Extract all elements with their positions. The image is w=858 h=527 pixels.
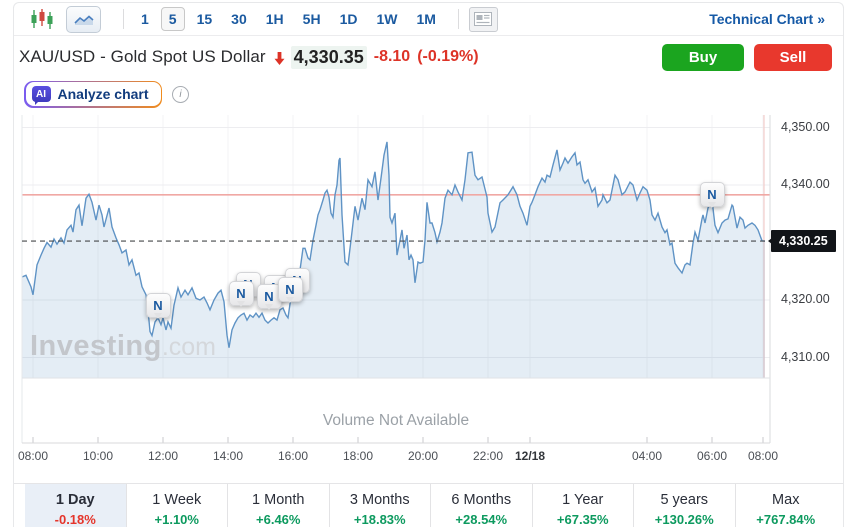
buy-button[interactable]: Buy: [662, 43, 744, 71]
price-down-arrow-icon: [274, 51, 285, 65]
timeframe-1mo[interactable]: 1M: [416, 11, 436, 27]
news-marker[interactable]: N: [699, 181, 725, 208]
tab-label: 3 Months: [349, 492, 410, 508]
tab-change-pct: +6.46%: [256, 512, 301, 527]
ai-badge-icon: AI: [31, 86, 51, 105]
timeframe-1h[interactable]: 1H: [265, 11, 284, 27]
info-icon[interactable]: i: [172, 85, 190, 103]
tab-change-pct: +67.35%: [556, 512, 609, 527]
timeframe-1w[interactable]: 1W: [376, 11, 398, 27]
tab-label: 1 Week: [152, 492, 202, 508]
tab-3-months[interactable]: 3 Months +18.83%: [328, 484, 431, 527]
news-marker[interactable]: N: [277, 276, 303, 303]
line-chart-icon[interactable]: [66, 5, 101, 33]
tab-change-pct: +767.84%: [756, 512, 816, 527]
tab-change-pct: +18.83%: [353, 512, 406, 527]
tabs-top-border: [14, 483, 843, 484]
analyze-chart-label: Analyze chart: [57, 86, 149, 102]
tab-change-pct: +1.10%: [154, 512, 199, 527]
last-price: 4,330.35: [290, 45, 367, 69]
tab-change-pct: +28.54%: [455, 512, 508, 527]
tab-change-pct: -0.18%: [54, 512, 96, 527]
news-marker[interactable]: N: [228, 280, 254, 307]
analyze-chart-button[interactable]: AI Analyze chart: [24, 80, 163, 108]
timeframe-30m[interactable]: 30: [231, 11, 247, 27]
price-change: -8.10: [373, 48, 411, 65]
news-marker-letter: N: [707, 186, 717, 202]
toolbar-divider: [123, 9, 124, 29]
news-marker-letter: N: [264, 288, 274, 304]
tab-label: 6 Months: [451, 492, 512, 508]
timeframe-1m[interactable]: 1: [141, 11, 149, 27]
chevron-right-icon: »: [817, 11, 825, 27]
timeframe-15m[interactable]: 15: [196, 11, 213, 27]
tab-label: 5 years: [660, 492, 709, 508]
timeframe-1d[interactable]: 1D: [339, 11, 358, 27]
news-marker-letter: N: [153, 297, 163, 313]
news-marker-letter: N: [285, 281, 295, 297]
tab-5-years[interactable]: 5 years +130.26%: [633, 484, 735, 527]
tab-label: 1 Month: [252, 492, 305, 508]
tab-1-month[interactable]: 1 Month +6.46%: [227, 484, 329, 527]
tab-max[interactable]: Max +767.84%: [734, 484, 837, 527]
toolbar-divider: [457, 9, 459, 29]
analyze-row: AI Analyze chart i: [14, 79, 843, 109]
sell-button[interactable]: Sell: [754, 43, 832, 71]
instrument-header: XAU/USD - Gold Spot US Dollar 4,330.35 -…: [14, 37, 843, 77]
tab-1-year[interactable]: 1 Year +67.35%: [531, 484, 634, 527]
tab-1-week[interactable]: 1 Week +1.10%: [125, 484, 228, 527]
timeframe-5h[interactable]: 5H: [302, 11, 321, 27]
timeframe-5m-selected[interactable]: 5: [160, 7, 185, 31]
performance-tabs: 1 Day -0.18% 1 Week +1.10% 1 Month +6.46…: [25, 484, 836, 527]
chart-toolbar: 1 5 15 30 1H 5H 1D 1W 1M Technical Chart…: [14, 3, 843, 36]
tab-1-day[interactable]: 1 Day -0.18%: [25, 484, 126, 527]
technical-chart-link[interactable]: Technical Chart»: [709, 11, 825, 27]
candlestick-chart-icon[interactable]: [30, 8, 54, 30]
tab-change-pct: +130.26%: [654, 512, 714, 527]
news-marker-letter: N: [236, 285, 246, 301]
technical-chart-label: Technical Chart: [709, 11, 814, 27]
news-icon[interactable]: [468, 6, 498, 32]
price-change-pct: (-0.19%): [417, 48, 479, 65]
tab-label: 1 Year: [562, 492, 604, 508]
instrument-title: XAU/USD - Gold Spot US Dollar: [19, 47, 266, 66]
news-marker[interactable]: N: [145, 292, 171, 319]
tab-label: 1 Day: [55, 492, 95, 508]
tab-label: Max: [772, 492, 800, 508]
tab-6-months[interactable]: 6 Months +28.54%: [430, 484, 532, 527]
